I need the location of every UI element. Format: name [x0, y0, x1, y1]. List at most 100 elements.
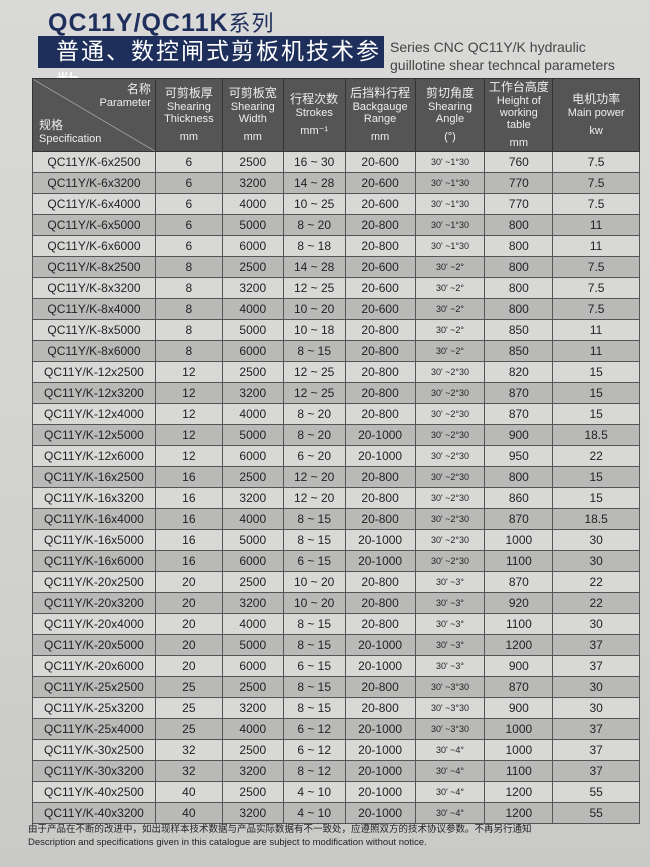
- table-cell: 14 ~ 28: [282, 256, 346, 278]
- table-cell: 900: [484, 424, 554, 446]
- table-cell: 8 ~ 15: [282, 529, 346, 551]
- table-cell: 37: [552, 739, 640, 761]
- table-cell: 20: [154, 655, 223, 677]
- table-cell: 3200: [221, 277, 284, 299]
- table-cell: 1200: [484, 781, 554, 803]
- table-cell: 4000: [221, 718, 284, 740]
- table-cell: QC11Y/K-20x4000: [32, 613, 156, 635]
- table-cell: 14 ~ 28: [282, 172, 346, 194]
- table-cell: 20-1000: [344, 424, 416, 446]
- english-title: Series CNC QC11Y/K hydraulic guillotine s…: [390, 39, 615, 73]
- table-cell: 12: [154, 361, 223, 383]
- table-cell: 22: [552, 592, 640, 614]
- column-header: 行程次数 Strokes mm⁻¹: [282, 78, 346, 152]
- table-cell: 20-1000: [344, 802, 416, 824]
- table-cell: 5000: [221, 424, 284, 446]
- table-cell: 20-800: [344, 214, 416, 236]
- table-cell: 20-800: [344, 592, 416, 614]
- table-cell: 6: [154, 214, 223, 236]
- table-cell: 8 ~ 15: [282, 508, 346, 530]
- table-cell: 4 ~ 10: [282, 781, 346, 803]
- table-cell: 11: [552, 319, 640, 341]
- table-cell: 55: [552, 781, 640, 803]
- table-cell: 30' ~2°30: [414, 487, 486, 509]
- table-cell: 850: [484, 340, 554, 362]
- table-cell: QC11Y/K-20x3200: [32, 592, 156, 614]
- table-cell: 12: [154, 445, 223, 467]
- table-cell: 870: [484, 403, 554, 425]
- table-cell: 6000: [221, 235, 284, 257]
- table-row: QC11Y/K-25x4000 25 4000 6 ~ 12 20-1000 30' ~3…: [32, 718, 640, 740]
- table-cell: 2500: [221, 676, 284, 698]
- table-cell: QC11Y/K-25x3200: [32, 697, 156, 719]
- table-cell: QC11Y/K-25x2500: [32, 676, 156, 698]
- table-cell: 870: [484, 571, 554, 593]
- table-cell: 30' ~3°: [414, 613, 486, 635]
- table-cell: 7.5: [552, 172, 640, 194]
- table-cell: 30' ~1°30: [414, 151, 486, 173]
- table-cell: 760: [484, 151, 554, 173]
- table-cell: 870: [484, 382, 554, 404]
- table-row: QC11Y/K-20x6000 20 6000 6 ~ 15 20-1000 30' ~3…: [32, 655, 640, 677]
- table-cell: QC11Y/K-8x3200: [32, 277, 156, 299]
- table-cell: 6 ~ 20: [282, 445, 346, 467]
- table-cell: 20: [154, 571, 223, 593]
- table-cell: 20-800: [344, 319, 416, 341]
- table-cell: 6000: [221, 445, 284, 467]
- table-cell: 8 ~ 15: [282, 340, 346, 362]
- column-header: 工作台高度 Height of working table mm: [484, 78, 554, 152]
- table-cell: 30' ~2°: [414, 319, 486, 341]
- table-cell: QC11Y/K-20x6000: [32, 655, 156, 677]
- table-cell: QC11Y/K-30x2500: [32, 739, 156, 761]
- table-row: QC11Y/K-16x2500 16 2500 12 ~ 20 20-800 30' ~2…: [32, 466, 640, 488]
- table-cell: QC11Y/K-8x4000: [32, 298, 156, 320]
- table-cell: 2500: [221, 571, 284, 593]
- table-cell: 20-1000: [344, 655, 416, 677]
- table-cell: 5000: [221, 634, 284, 656]
- table-row: QC11Y/K-20x5000 20 5000 8 ~ 15 20-1000 30' ~3…: [32, 634, 640, 656]
- table-cell: 820: [484, 361, 554, 383]
- table-cell: 6 ~ 12: [282, 718, 346, 740]
- table-cell: 800: [484, 466, 554, 488]
- table-cell: QC11Y/K-20x2500: [32, 571, 156, 593]
- table-cell: 3200: [221, 172, 284, 194]
- table-cell: 3200: [221, 592, 284, 614]
- table-cell: 15: [552, 466, 640, 488]
- table-cell: 16: [154, 508, 223, 530]
- table-cell: 30' ~2°: [414, 277, 486, 299]
- table-cell: 6000: [221, 655, 284, 677]
- table-cell: 4 ~ 10: [282, 802, 346, 824]
- table-cell: 10 ~ 18: [282, 319, 346, 341]
- table-cell: QC11Y/K-12x5000: [32, 424, 156, 446]
- table-cell: 20-1000: [344, 781, 416, 803]
- table-cell: 20-800: [344, 697, 416, 719]
- table-cell: 20-600: [344, 277, 416, 299]
- table-cell: QC11Y/K-12x6000: [32, 445, 156, 467]
- table-cell: 20-800: [344, 487, 416, 509]
- table-row: QC11Y/K-12x4000 12 4000 8 ~ 20 20-800 30' ~2°…: [32, 403, 640, 425]
- table-cell: 55: [552, 802, 640, 824]
- table-cell: 2500: [221, 739, 284, 761]
- table-cell: 8 ~ 20: [282, 214, 346, 236]
- table-cell: 25: [154, 676, 223, 698]
- table-cell: 1100: [484, 550, 554, 572]
- table-cell: 8: [154, 319, 223, 341]
- table-cell: 11: [552, 340, 640, 362]
- table-cell: 30: [552, 550, 640, 572]
- table-cell: 30' ~2°: [414, 340, 486, 362]
- table-cell: 20-1000: [344, 718, 416, 740]
- table-cell: 12: [154, 382, 223, 404]
- table-cell: 1000: [484, 529, 554, 551]
- table-cell: 20-600: [344, 151, 416, 173]
- table-cell: 4000: [221, 613, 284, 635]
- table-cell: 7.5: [552, 298, 640, 320]
- table-cell: QC11Y/K-16x5000: [32, 529, 156, 551]
- table-cell: QC11Y/K-16x3200: [32, 487, 156, 509]
- table-cell: 20-600: [344, 172, 416, 194]
- table-cell: 30' ~1°30: [414, 193, 486, 215]
- table-cell: 2500: [221, 256, 284, 278]
- table-cell: 30' ~2°30: [414, 382, 486, 404]
- table-row: QC11Y/K-25x3200 25 3200 8 ~ 15 20-800 30' ~3°…: [32, 697, 640, 719]
- table-cell: 30' ~3°30: [414, 697, 486, 719]
- table-cell: 8 ~ 15: [282, 697, 346, 719]
